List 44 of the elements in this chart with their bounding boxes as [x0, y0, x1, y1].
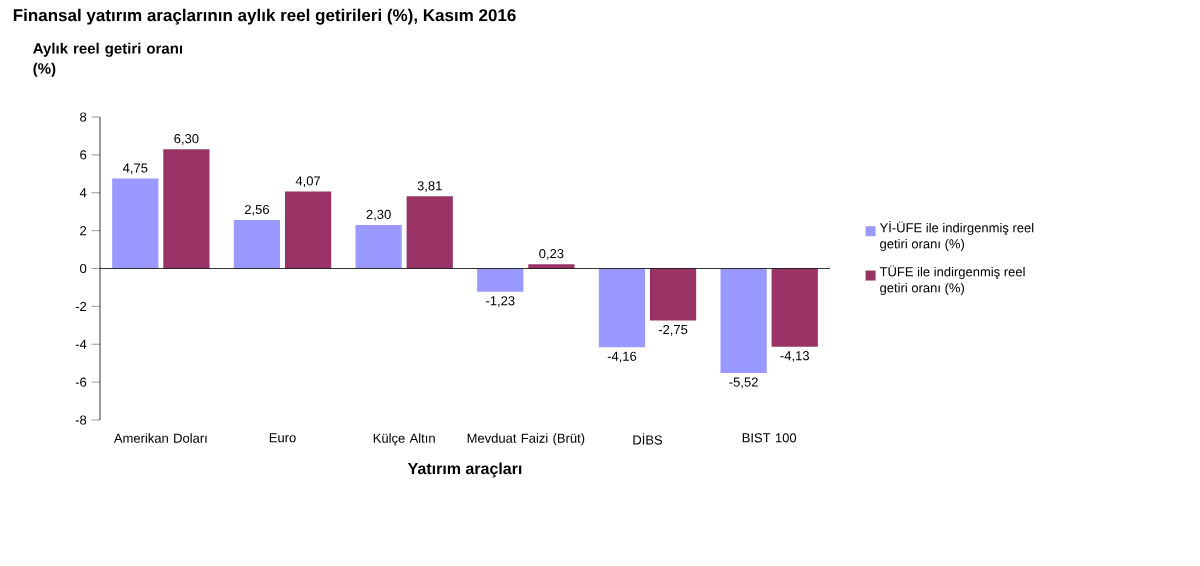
x-tick-label: Amerikan Doları [113, 433, 207, 443]
bar [163, 149, 210, 269]
legend-label: TÜFE ile indirgenmiş reel getiri oranı (%) [879, 265, 1025, 295]
y-tick-label: 4 [79, 188, 87, 198]
data-label: 4,75 [122, 163, 148, 175]
y-tick-label: 6 [80, 150, 87, 160]
bar [233, 220, 281, 269]
data-label: -5,52 [729, 377, 758, 389]
y-tick-label: 8 [80, 112, 87, 122]
data-label: -4,16 [607, 351, 637, 363]
bar [477, 268, 524, 292]
bar [406, 196, 453, 269]
y-tick-label: -4 [75, 339, 87, 349]
data-label: 0,23 [539, 249, 564, 260]
bar [771, 268, 818, 347]
data-label: 6,30 [174, 134, 199, 145]
bar [528, 264, 575, 269]
bar [649, 268, 697, 321]
y-tick-label: 0 [80, 263, 87, 274]
x-tick-label: BIST 100 [742, 433, 797, 443]
x-tick-label: DİBS [633, 433, 663, 445]
x-axis-title: Yatırım araçları [407, 462, 522, 478]
y-tick-label: 2 [80, 226, 87, 236]
chart-title: Finansal yatırım araçlarının aylık reel getirileri (%), Kasım 2016 [13, 8, 516, 25]
x-tick-label: Mevduat Faizi (Brüt) [467, 433, 585, 446]
x-tick-label: Euro [269, 433, 296, 443]
bar [112, 178, 159, 269]
x-tick-label: Külçe Altın [373, 433, 435, 446]
legend-label: Yİ-ÜFE ile indirgenmiş reel getiri oranı (%) [879, 221, 1034, 251]
data-label: -1,23 [486, 296, 515, 307]
data-label: 4,07 [295, 176, 321, 188]
bar [720, 268, 767, 374]
bar [355, 224, 402, 269]
y-tick-label: -2 [75, 301, 87, 311]
y-tick-label: -6 [75, 377, 87, 387]
data-label: 3,81 [417, 181, 442, 192]
bar [598, 268, 646, 348]
bar [284, 191, 332, 269]
data-label: -2,75 [658, 324, 688, 336]
data-label: -4,13 [780, 351, 809, 362]
data-label: 2,30 [366, 209, 391, 221]
y-tick-label: -8 [75, 415, 87, 425]
y-axis-title: Aylık reel getiri oranı (%) [33, 42, 182, 77]
data-label: 2,56 [244, 204, 270, 216]
